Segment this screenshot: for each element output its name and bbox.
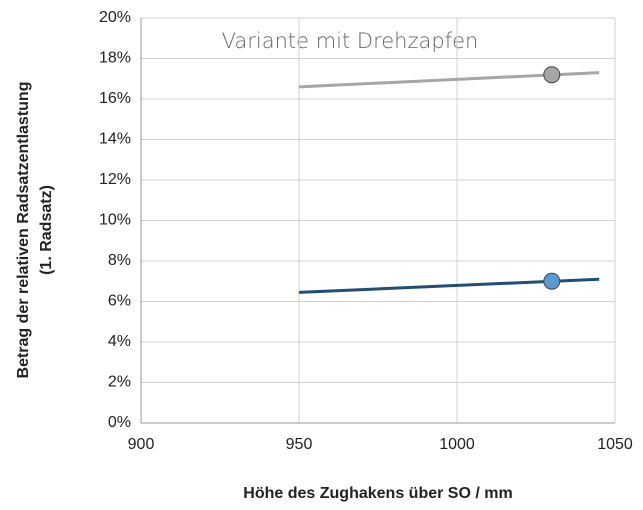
marker — [543, 272, 561, 290]
x-tick-label: 1050 — [597, 436, 633, 453]
x-tick-label: 950 — [286, 436, 313, 453]
y-axis-title: (1. Radsatz) — [38, 185, 55, 275]
y-tick-label: 18% — [99, 50, 131, 67]
y-tick-label: 10% — [99, 212, 131, 229]
y-tick-label: 12% — [99, 171, 131, 188]
y-tick-label: 14% — [99, 131, 131, 148]
y-tick-label: 6% — [108, 293, 131, 310]
annotation: Variante mit Drehzapfen — [222, 29, 479, 53]
y-tick-label: 4% — [108, 333, 131, 350]
x-tick-label: 900 — [128, 436, 155, 453]
marker — [543, 66, 561, 84]
y-axis-title: Betrag der relativen Radsatzentlastung — [15, 82, 32, 379]
y-tick-label: 8% — [108, 252, 131, 269]
x-axis-title: Höhe des Zughakens über SO / mm — [243, 485, 512, 502]
y-tick-label: 0% — [108, 414, 131, 431]
x-tick-label: 1000 — [439, 436, 475, 453]
y-tick-label: 2% — [108, 374, 131, 391]
y-tick-label: 20% — [99, 9, 131, 26]
y-tick-label: 16% — [99, 90, 131, 107]
